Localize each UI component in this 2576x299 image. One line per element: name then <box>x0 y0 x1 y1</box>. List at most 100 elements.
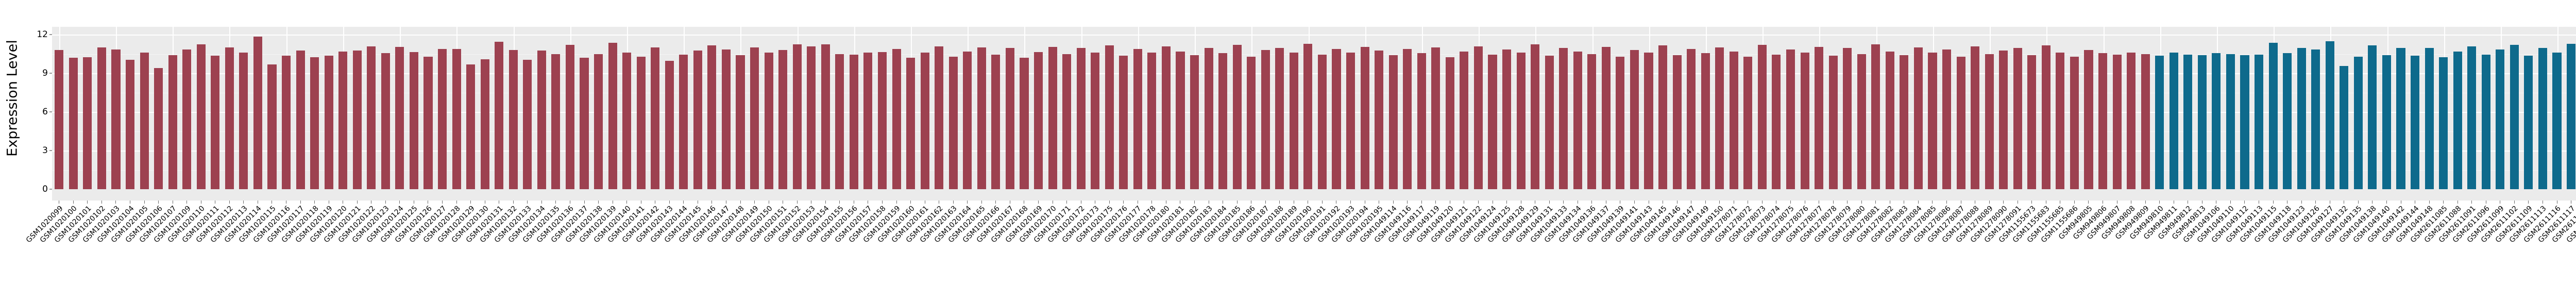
bar[interactable] <box>2496 49 2505 189</box>
bar[interactable] <box>1048 46 1057 189</box>
bar[interactable] <box>778 50 788 189</box>
bar[interactable] <box>1743 56 1753 189</box>
bar[interactable] <box>480 59 489 189</box>
bar[interactable] <box>1190 55 1199 189</box>
bar[interactable] <box>2567 43 2576 189</box>
bar[interactable] <box>792 44 802 189</box>
bar[interactable] <box>1900 55 1909 189</box>
bar[interactable] <box>1133 48 1142 189</box>
bar[interactable] <box>2212 53 2221 189</box>
bar[interactable] <box>1375 51 1384 189</box>
bar[interactable] <box>367 46 376 189</box>
bar[interactable] <box>935 46 944 189</box>
bar[interactable] <box>2155 56 2164 189</box>
bar[interactable] <box>920 53 929 189</box>
bar[interactable] <box>2382 55 2391 189</box>
bar[interactable] <box>182 49 192 189</box>
bar[interactable] <box>1815 46 1824 189</box>
bar[interactable] <box>452 48 461 189</box>
bar[interactable] <box>1913 47 1923 189</box>
bar[interactable] <box>381 53 390 189</box>
bar[interactable] <box>1701 53 1710 189</box>
bar[interactable] <box>1275 48 1284 189</box>
bar[interactable] <box>338 51 348 189</box>
bar[interactable] <box>1644 53 1653 189</box>
bar[interactable] <box>1247 56 1256 189</box>
bar[interactable] <box>523 59 532 189</box>
bar[interactable] <box>565 45 574 189</box>
bar[interactable] <box>1985 54 1994 189</box>
bar[interactable] <box>1857 54 1866 189</box>
bar[interactable] <box>1147 53 1157 189</box>
bar[interactable] <box>97 47 106 189</box>
bar[interactable] <box>1828 56 1838 189</box>
bar[interactable] <box>253 36 262 189</box>
bar[interactable] <box>69 58 78 189</box>
bar[interactable] <box>1956 56 1965 189</box>
bar[interactable] <box>1417 53 1426 189</box>
bar[interactable] <box>55 50 64 189</box>
bar[interactable] <box>679 54 688 189</box>
bar[interactable] <box>1317 54 1327 189</box>
bar[interactable] <box>1559 48 1568 189</box>
bar[interactable] <box>2183 54 2193 189</box>
bar[interactable] <box>1545 56 1554 189</box>
bar[interactable] <box>466 64 476 189</box>
bar[interactable] <box>2297 48 2306 189</box>
bar[interactable] <box>1885 51 1894 189</box>
bar[interactable] <box>2524 56 2533 189</box>
bar[interactable] <box>764 53 773 189</box>
bar[interactable] <box>1715 47 1724 189</box>
bar[interactable] <box>2041 45 2050 189</box>
bar[interactable] <box>977 47 986 189</box>
bar[interactable] <box>1105 45 1114 189</box>
bar[interactable] <box>1786 49 1795 189</box>
bar[interactable] <box>509 50 518 189</box>
bar[interactable] <box>2240 55 2249 189</box>
bar[interactable] <box>1516 53 1526 189</box>
bar[interactable] <box>2283 53 2292 189</box>
bar[interactable] <box>2084 50 2093 189</box>
bar[interactable] <box>1176 51 1185 189</box>
bar[interactable] <box>2510 45 2519 189</box>
bar[interactable] <box>651 47 660 189</box>
bar[interactable] <box>1218 53 1228 189</box>
bar[interactable] <box>721 49 731 189</box>
bar[interactable] <box>594 54 603 189</box>
bar[interactable] <box>1587 54 1597 189</box>
bar[interactable] <box>140 53 149 189</box>
bar[interactable] <box>2340 66 2349 189</box>
bar[interactable] <box>2098 53 2108 189</box>
bar[interactable] <box>2169 53 2178 189</box>
bar[interactable] <box>2353 56 2363 189</box>
bar[interactable] <box>1616 56 1625 189</box>
bar[interactable] <box>1601 46 1611 189</box>
bar[interactable] <box>821 44 830 189</box>
bar[interactable] <box>1672 55 1682 189</box>
bar[interactable] <box>1573 51 1582 189</box>
bar[interactable] <box>2425 48 2434 189</box>
bar[interactable] <box>835 54 844 189</box>
bar[interactable] <box>1232 45 1242 189</box>
bar[interactable] <box>2325 41 2334 189</box>
bar[interactable] <box>83 57 92 189</box>
bar[interactable] <box>1005 48 1014 189</box>
bar[interactable] <box>963 51 972 189</box>
bar[interactable] <box>423 56 433 189</box>
bar[interactable] <box>2141 54 2150 189</box>
bar[interactable] <box>2127 53 2136 189</box>
bar[interactable] <box>296 51 305 189</box>
bar[interactable] <box>281 56 291 189</box>
bar[interactable] <box>551 54 561 189</box>
bar[interactable] <box>580 58 589 189</box>
bar[interactable] <box>2481 54 2490 189</box>
bar[interactable] <box>1942 49 1952 189</box>
bar[interactable] <box>1033 52 1043 189</box>
bar[interactable] <box>1431 47 1440 189</box>
bar[interactable] <box>2027 55 2037 189</box>
bar[interactable] <box>2411 56 2420 189</box>
bar[interactable] <box>707 45 717 189</box>
bar[interactable] <box>1772 54 1781 189</box>
bar[interactable] <box>1757 45 1767 189</box>
bar[interactable] <box>1289 53 1298 189</box>
